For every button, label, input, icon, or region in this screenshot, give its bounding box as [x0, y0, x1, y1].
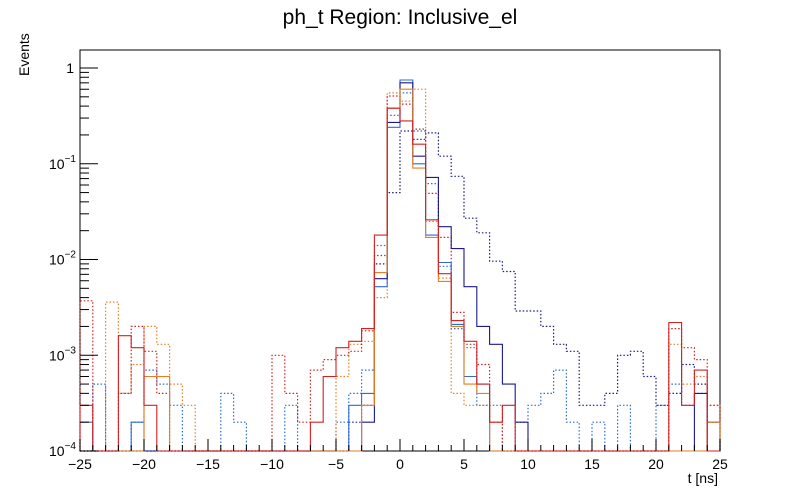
x-tick-label: −5 — [328, 456, 344, 472]
x-tick-label: −25 — [68, 456, 92, 472]
x-tick-label: 15 — [584, 456, 600, 472]
histogram-series-5 — [80, 82, 720, 452]
chart-title: ph_t Region: Inclusive_el — [282, 6, 518, 29]
x-tick-label: −15 — [196, 456, 220, 472]
x-tick-label: 20 — [648, 456, 664, 472]
x-tick-label: −10 — [260, 456, 284, 472]
axis-layer: −25 −20 −15 −10 −5 0 5 10 15 20 25 1 10−1 10−2 10−3 10−… — [49, 60, 728, 472]
y-tick-label: 10−3 — [49, 345, 76, 363]
x-tick-label: 25 — [712, 456, 728, 472]
x-tick-label: 5 — [460, 456, 468, 472]
y-tick-label: 1 — [66, 60, 74, 76]
histogram-series-4 — [79, 79, 721, 452]
histogram-series-3 — [79, 95, 721, 452]
histogram-series-1 — [80, 130, 721, 452]
y-tick-label: 10−2 — [49, 250, 76, 268]
y-tick-label: 10−4 — [49, 441, 76, 459]
x-tick-label: 10 — [520, 456, 536, 472]
series-layer — [79, 79, 721, 452]
x-tick-label: −20 — [132, 456, 156, 472]
x-tick-label: 0 — [396, 456, 404, 472]
y-tick-label: 10−1 — [49, 154, 76, 172]
histogram-series-7 — [79, 107, 720, 452]
x-axis-label: t [ns] — [687, 470, 718, 486]
